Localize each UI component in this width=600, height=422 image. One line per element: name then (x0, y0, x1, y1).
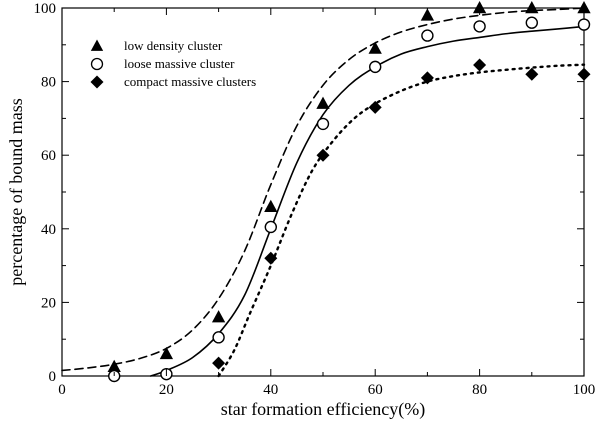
x-tick-label: 80 (472, 382, 487, 398)
data-point-loose-massive (525, 16, 538, 29)
legend-label: low density cluster (124, 38, 223, 53)
legend-entry-loose-massive: loose massive cluster (90, 56, 235, 71)
y-tick-label: 0 (49, 369, 57, 385)
legend-marker-triangle (90, 39, 104, 51)
data-point-loose-massive (212, 331, 225, 344)
y-tick-label: 100 (34, 1, 57, 17)
data-point-compact-massive (473, 58, 487, 72)
legend: low density cluster loose massive cluste… (90, 38, 256, 89)
y-tick-label: 80 (41, 75, 56, 91)
data-point-compact-massive (212, 356, 226, 370)
data-point-loose-massive (421, 29, 434, 42)
x-tick-label: 60 (368, 382, 383, 398)
data-point-loose-massive (577, 18, 591, 31)
data-point-low-density (525, 1, 539, 14)
fit-line-dashed (61, 7, 585, 372)
x-tick-label: 0 (58, 382, 66, 398)
y-tick-label: 40 (41, 222, 56, 238)
y-tick-label: 60 (41, 148, 56, 164)
x-tick-label: 20 (159, 382, 174, 398)
data-point-compact-massive (525, 67, 539, 81)
data-point-compact-massive (577, 67, 591, 81)
data-point-low-density (107, 359, 121, 373)
x-tick-label: 100 (573, 382, 596, 398)
data-point-compact-massive (420, 71, 434, 85)
legend-entry-low-density: low density cluster (90, 38, 223, 53)
data-point-low-density (472, 1, 487, 14)
data-point-loose-massive (264, 220, 277, 234)
axis-ticks (61, 7, 585, 377)
data-point-low-density (264, 199, 278, 212)
data-point-loose-massive (473, 20, 486, 33)
x-axis-title: star formation efficiency(%) (221, 399, 426, 420)
legend-marker-diamond (90, 75, 104, 89)
data-point-loose-massive (369, 60, 382, 74)
x-tick-label: 40 (263, 382, 278, 398)
data-point-low-density (577, 1, 591, 14)
data-point-low-density (420, 8, 435, 21)
legend-marker-circle (90, 57, 104, 71)
legend-label: loose massive cluster (124, 56, 235, 71)
data-point-compact-massive (368, 100, 382, 114)
data-point-loose-massive (316, 117, 330, 131)
data-point-compact-massive (264, 251, 278, 265)
data-point-low-density (211, 310, 226, 323)
data-point-compact-massive (316, 148, 330, 162)
legend-label: compact massive clusters (124, 74, 256, 89)
axis-tick-labels: 0 20 40 60 80 100 0 20 40 60 80 100 (34, 1, 596, 398)
fit-line-dotted (217, 63, 586, 378)
data-point-low-density (159, 346, 174, 360)
y-axis-title: percentage of bound mass (6, 98, 26, 285)
data-point-low-density (316, 96, 330, 109)
y-tick-label: 20 (41, 295, 56, 311)
legend-entry-compact-massive: compact massive clusters (90, 74, 256, 89)
data-point-low-density (368, 41, 382, 54)
